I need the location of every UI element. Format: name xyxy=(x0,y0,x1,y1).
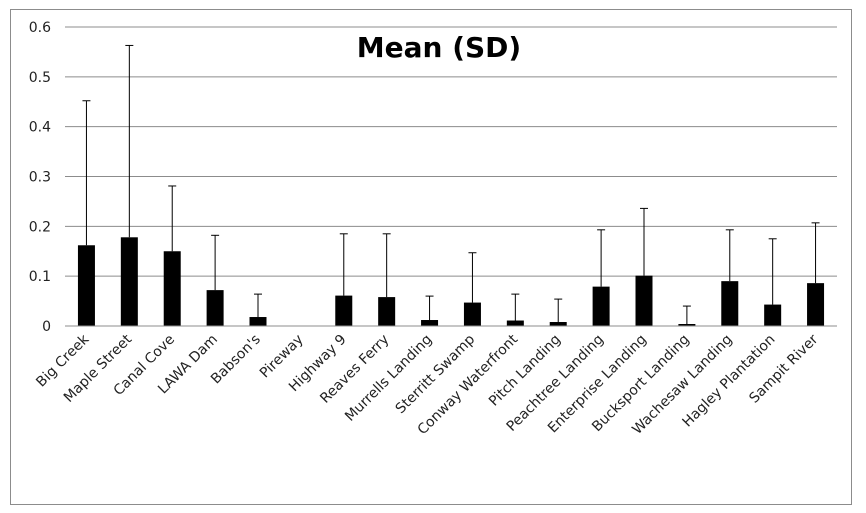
bar xyxy=(249,317,267,326)
bar xyxy=(549,322,567,326)
bar xyxy=(807,283,825,326)
x-tick-label: Sterritt Swamp xyxy=(393,331,479,417)
bar xyxy=(335,295,353,326)
y-tick-label: 0.4 xyxy=(29,120,51,136)
y-tick-label: 0.3 xyxy=(29,170,51,186)
y-tick-label: 0.6 xyxy=(29,20,51,36)
bar xyxy=(163,251,181,326)
gridlines xyxy=(65,26,837,277)
bar xyxy=(635,275,653,326)
bar xyxy=(120,237,138,326)
y-tick-label: 0.1 xyxy=(29,269,51,285)
bar xyxy=(506,320,524,326)
y-tick-label: 0.5 xyxy=(29,70,51,86)
bar xyxy=(378,297,396,326)
y-tick-label: 0.2 xyxy=(29,219,51,235)
bar xyxy=(678,324,696,326)
bar xyxy=(764,304,782,326)
chart-title: Mean (SD) xyxy=(357,31,521,64)
bar xyxy=(421,320,439,326)
bar xyxy=(206,290,224,326)
y-tick-label: 0 xyxy=(42,319,51,335)
y-axis-ticks: 0 0.1 0.2 0.3 0.4 0.5 0.6 xyxy=(29,20,51,335)
error-bars xyxy=(82,44,820,325)
bar xyxy=(463,302,481,326)
chart-frame: 0 0.1 0.2 0.3 0.4 0.5 0.6 Big Creek Maple Stree… xyxy=(10,9,852,505)
bar xyxy=(77,245,95,326)
bars xyxy=(77,237,825,326)
bar xyxy=(592,286,610,326)
bar xyxy=(721,281,739,326)
